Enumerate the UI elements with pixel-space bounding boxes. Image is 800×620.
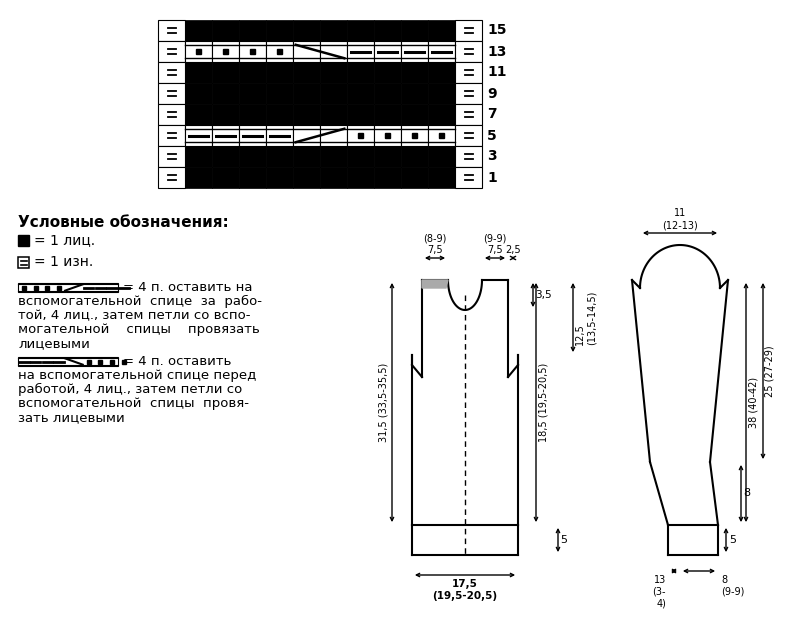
Bar bbox=[428, 167, 455, 188]
Bar bbox=[320, 167, 347, 188]
Bar bbox=[266, 20, 293, 41]
Text: 38 (40-42): 38 (40-42) bbox=[748, 377, 758, 428]
Bar bbox=[266, 83, 293, 104]
Bar bbox=[158, 125, 185, 146]
Bar bbox=[428, 83, 455, 104]
Text: = 1 лиц.: = 1 лиц. bbox=[34, 234, 95, 247]
Text: 7: 7 bbox=[487, 107, 497, 122]
Bar bbox=[185, 41, 212, 62]
Bar bbox=[185, 167, 212, 188]
Text: Условные обозначения:: Условные обозначения: bbox=[18, 215, 229, 230]
Bar bbox=[212, 83, 239, 104]
Bar bbox=[185, 62, 212, 83]
Bar bbox=[455, 83, 482, 104]
Bar bbox=[18, 235, 29, 246]
Bar bbox=[212, 62, 239, 83]
Bar bbox=[239, 20, 266, 41]
Bar bbox=[34, 285, 38, 290]
Bar bbox=[46, 285, 50, 290]
Text: 15: 15 bbox=[487, 24, 506, 37]
Bar bbox=[347, 167, 374, 188]
Bar bbox=[428, 125, 455, 146]
Bar bbox=[428, 62, 455, 83]
Bar bbox=[401, 41, 428, 62]
Text: лицевыми: лицевыми bbox=[18, 337, 90, 350]
Bar bbox=[455, 146, 482, 167]
Bar bbox=[320, 83, 347, 104]
Bar bbox=[358, 133, 363, 138]
Text: вспомогательной  спицы  провя-: вспомогательной спицы провя- bbox=[18, 397, 249, 410]
Text: 1: 1 bbox=[487, 170, 497, 185]
Bar bbox=[277, 49, 282, 54]
Bar bbox=[401, 20, 428, 41]
Text: той, 4 лиц., затем петли со вспо-: той, 4 лиц., затем петли со вспо- bbox=[18, 309, 250, 322]
Bar bbox=[158, 20, 185, 41]
Bar bbox=[320, 125, 347, 146]
Bar bbox=[185, 20, 212, 41]
Text: 25 (27-29): 25 (27-29) bbox=[765, 345, 775, 397]
Bar bbox=[212, 125, 239, 146]
Bar bbox=[293, 20, 320, 41]
Bar bbox=[455, 62, 482, 83]
Text: 9: 9 bbox=[487, 87, 497, 100]
Text: на вспомогательной спице перед: на вспомогательной спице перед bbox=[18, 369, 256, 382]
Bar bbox=[374, 83, 401, 104]
Bar bbox=[158, 167, 185, 188]
Text: 5: 5 bbox=[729, 535, 736, 545]
Bar bbox=[428, 104, 455, 125]
Text: 13
(3-
4): 13 (3- 4) bbox=[653, 575, 666, 608]
Bar bbox=[239, 146, 266, 167]
Bar bbox=[266, 146, 293, 167]
Bar bbox=[374, 125, 401, 146]
Text: 5: 5 bbox=[487, 128, 497, 143]
Bar bbox=[266, 41, 293, 62]
Text: работой, 4 лиц., затем петли со: работой, 4 лиц., затем петли со bbox=[18, 383, 242, 396]
Bar bbox=[293, 167, 320, 188]
Bar bbox=[374, 167, 401, 188]
Bar bbox=[455, 20, 482, 41]
Bar bbox=[158, 83, 185, 104]
Bar bbox=[185, 125, 212, 146]
Bar bbox=[428, 20, 455, 41]
Bar bbox=[239, 62, 266, 83]
Bar bbox=[239, 167, 266, 188]
Text: 2,5: 2,5 bbox=[505, 245, 521, 255]
Bar bbox=[374, 104, 401, 125]
Bar bbox=[18, 283, 118, 292]
Text: 13: 13 bbox=[487, 45, 506, 58]
Bar bbox=[347, 62, 374, 83]
Bar bbox=[401, 104, 428, 125]
Bar bbox=[158, 41, 185, 62]
Bar bbox=[455, 167, 482, 188]
Text: (8-9)
7,5: (8-9) 7,5 bbox=[423, 233, 446, 255]
Bar bbox=[293, 125, 320, 146]
Bar bbox=[98, 360, 102, 363]
Bar bbox=[266, 125, 293, 146]
Bar bbox=[223, 49, 228, 54]
Bar bbox=[293, 104, 320, 125]
Bar bbox=[347, 20, 374, 41]
Bar bbox=[212, 41, 239, 62]
Text: могательной    спицы    провязать: могательной спицы провязать bbox=[18, 323, 260, 336]
Bar bbox=[401, 83, 428, 104]
Text: 8: 8 bbox=[743, 489, 750, 498]
Bar bbox=[22, 285, 26, 290]
Text: зать лицевыми: зать лицевыми bbox=[18, 411, 125, 424]
Bar bbox=[385, 133, 390, 138]
Bar bbox=[122, 360, 126, 363]
Text: 11: 11 bbox=[487, 66, 506, 79]
Bar bbox=[266, 104, 293, 125]
Text: 3,5: 3,5 bbox=[535, 290, 552, 300]
Text: 18,5 (19,5-20,5): 18,5 (19,5-20,5) bbox=[538, 363, 548, 442]
Text: (9-9)
7,5: (9-9) 7,5 bbox=[483, 233, 506, 255]
Text: = 4 п. оставить на: = 4 п. оставить на bbox=[123, 281, 253, 294]
Bar bbox=[239, 41, 266, 62]
Bar bbox=[293, 62, 320, 83]
Bar bbox=[320, 62, 347, 83]
Bar bbox=[374, 146, 401, 167]
Bar bbox=[293, 41, 320, 62]
Bar bbox=[212, 20, 239, 41]
Text: 31,5 (33,5-35,5): 31,5 (33,5-35,5) bbox=[379, 363, 389, 442]
Bar bbox=[455, 104, 482, 125]
Bar bbox=[412, 133, 417, 138]
